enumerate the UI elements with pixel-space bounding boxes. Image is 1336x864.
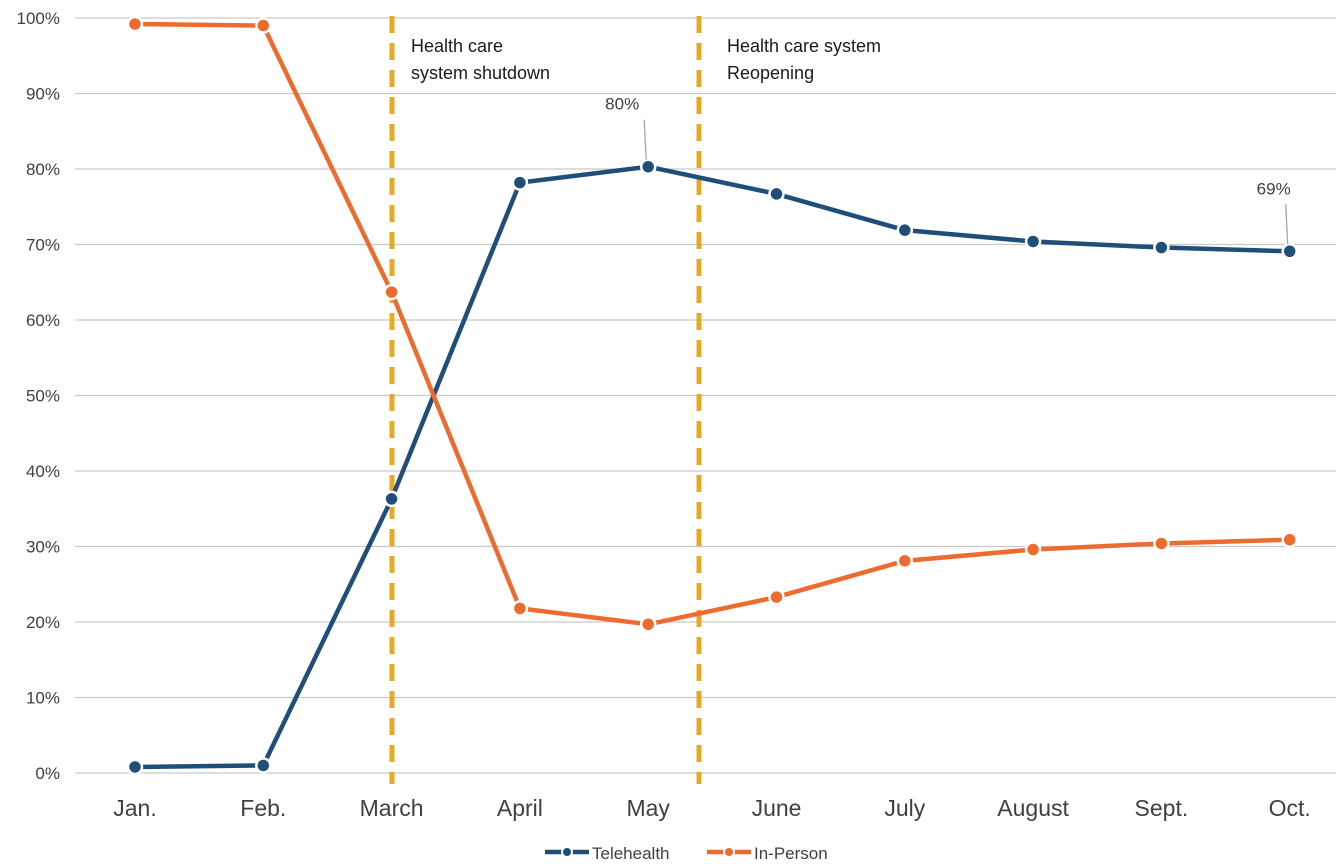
- x-tick-label: Sept.: [1135, 795, 1189, 821]
- data-point: [1024, 541, 1042, 558]
- legend-label: Telehealth: [592, 844, 670, 863]
- data-labels: 80% 69%: [605, 95, 1291, 245]
- series-lines: [126, 15, 1298, 776]
- x-tick-label: May: [626, 795, 670, 821]
- y-tick-label: 10%: [26, 689, 60, 708]
- event-annotation: Reopening: [727, 63, 814, 83]
- data-point: [383, 490, 400, 508]
- y-tick-label: 30%: [26, 538, 60, 557]
- y-tick-label: 70%: [26, 236, 60, 255]
- x-tick-label: July: [884, 795, 925, 821]
- data-point: [768, 588, 785, 606]
- x-tick-label: Oct.: [1269, 795, 1311, 821]
- data-point: [511, 600, 529, 617]
- x-tick-label: August: [997, 795, 1069, 821]
- event-annotation: Health care system: [727, 36, 881, 56]
- y-tick-label: 0%: [35, 764, 60, 783]
- series-line-telehealth: [134, 164, 1290, 770]
- legend-swatch-marker: [561, 846, 573, 858]
- x-tick-label: Jan.: [113, 795, 156, 821]
- data-point: [1153, 535, 1170, 552]
- y-tick-label: 90%: [26, 85, 60, 104]
- data-point: [511, 174, 529, 191]
- data-point: [639, 158, 657, 175]
- data-label: 80%: [605, 95, 639, 114]
- y-tick-label: 100%: [17, 9, 60, 28]
- data-point: [126, 15, 144, 33]
- data-point: [1281, 243, 1298, 260]
- y-tick-label: 50%: [26, 387, 60, 406]
- series-line-in-person: [134, 21, 1290, 627]
- data-point: [1024, 233, 1042, 250]
- x-tick-label: Feb.: [240, 795, 286, 821]
- data-point: [896, 221, 914, 239]
- legend: Telehealth In-Person: [545, 844, 828, 863]
- data-label-leader: [643, 119, 647, 160]
- data-point: [639, 616, 657, 633]
- event-annotation: system shutdown: [411, 63, 550, 83]
- data-point: [255, 757, 272, 774]
- y-axis-ticks: 0% 10% 20% 30% 40% 50% 60% 70% 80% 90% 100%: [17, 9, 60, 783]
- y-tick-label: 80%: [26, 160, 60, 179]
- legend-label: In-Person: [754, 844, 828, 863]
- data-point: [896, 552, 914, 570]
- data-label-leader: [1285, 204, 1289, 245]
- x-tick-label: March: [360, 795, 424, 821]
- data-point: [1281, 531, 1298, 548]
- data-point: [768, 185, 785, 203]
- legend-swatch-marker: [723, 846, 735, 858]
- y-tick-label: 20%: [26, 613, 60, 632]
- data-label: 69%: [1257, 179, 1291, 198]
- data-point: [126, 758, 144, 776]
- data-point: [255, 17, 272, 34]
- x-tick-label: June: [752, 795, 802, 821]
- y-tick-label: 60%: [26, 311, 60, 330]
- gridlines: [75, 17, 1336, 774]
- x-tick-label: April: [497, 795, 543, 821]
- event-markers: Health care system shutdown Health care sy…: [389, 16, 881, 784]
- x-axis-ticks: Jan. Feb. March April May June July August Sept.…: [113, 795, 1311, 821]
- data-point: [383, 283, 400, 301]
- y-tick-label: 40%: [26, 462, 60, 481]
- event-annotation: Health care: [411, 36, 503, 56]
- data-point: [1153, 239, 1170, 256]
